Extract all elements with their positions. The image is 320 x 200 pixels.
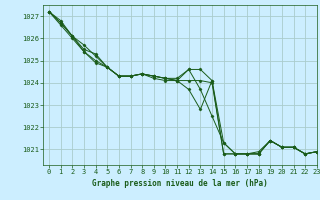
X-axis label: Graphe pression niveau de la mer (hPa): Graphe pression niveau de la mer (hPa) xyxy=(92,179,268,188)
